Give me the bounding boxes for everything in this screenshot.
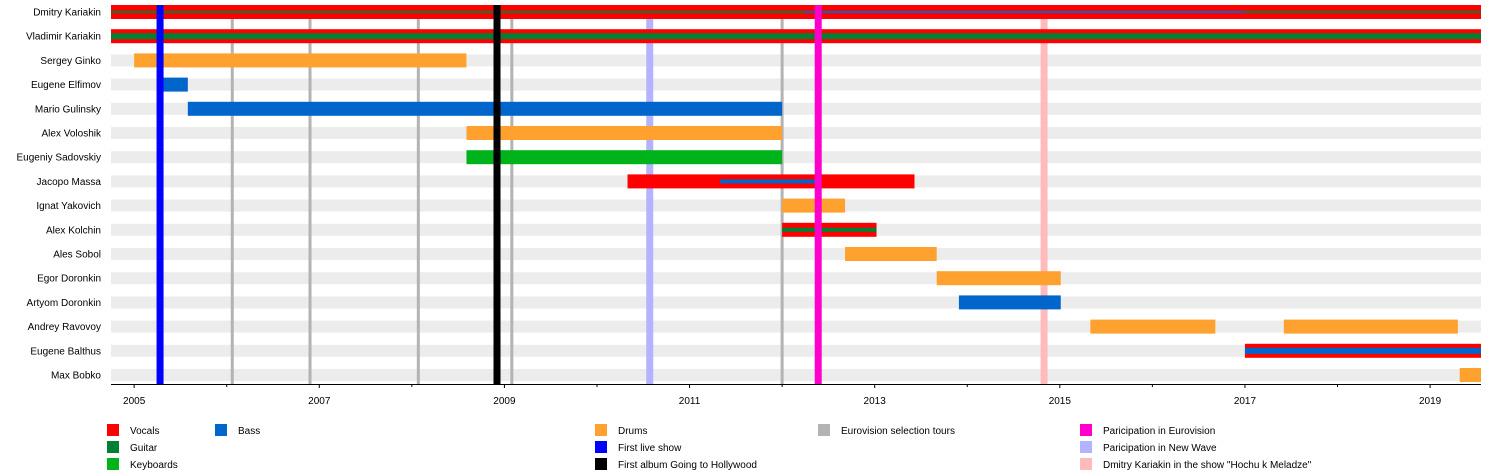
bar-drums bbox=[845, 247, 937, 261]
bar-bass bbox=[805, 11, 1245, 13]
bar-drums bbox=[1459, 368, 1481, 382]
legend-swatch bbox=[1080, 458, 1092, 470]
legend-swatch bbox=[107, 458, 119, 470]
bar-bass bbox=[720, 179, 816, 184]
legend-swatch bbox=[107, 441, 119, 453]
event-line bbox=[416, 5, 420, 384]
row-stripe bbox=[111, 296, 1481, 309]
x-tick-label: 2013 bbox=[864, 396, 887, 407]
x-tick-label: 2009 bbox=[493, 396, 516, 407]
bar-drums bbox=[134, 53, 467, 68]
bar-guitar bbox=[111, 11, 1481, 13]
row-stripe bbox=[111, 151, 1481, 164]
bar-guitar bbox=[111, 33, 1481, 40]
member-label: Egor Doronkin bbox=[37, 274, 101, 285]
event-line bbox=[780, 5, 784, 384]
bar-drums bbox=[1283, 319, 1458, 334]
legend-label: Bass bbox=[238, 426, 260, 437]
bar-bass bbox=[160, 77, 188, 92]
row-stripe bbox=[111, 320, 1481, 333]
row-stripe bbox=[111, 78, 1481, 91]
event-line bbox=[646, 5, 654, 384]
legend-swatch bbox=[595, 441, 607, 453]
legend-label: Drums bbox=[618, 426, 647, 437]
member-label: Eugene Elfimov bbox=[31, 80, 101, 91]
member-label: Jacopo Massa bbox=[37, 177, 102, 188]
legend-swatch bbox=[595, 458, 607, 470]
member-label: Alex Kolchin bbox=[46, 225, 101, 236]
legend-swatch bbox=[107, 424, 119, 436]
event-line bbox=[493, 5, 501, 384]
bar-drums bbox=[466, 126, 783, 140]
legend-swatch bbox=[595, 424, 607, 436]
legend-swatch bbox=[818, 424, 830, 436]
legend-label: Paricipation in Eurovision bbox=[1103, 426, 1215, 437]
legend-label: Keyboards bbox=[130, 460, 178, 470]
event-line bbox=[510, 5, 514, 384]
bar-bass bbox=[1244, 347, 1481, 354]
row-stripe bbox=[111, 248, 1481, 260]
member-label: Max Bobko bbox=[51, 371, 101, 382]
member-label: Ignat Yakovich bbox=[36, 201, 101, 212]
event-line bbox=[814, 5, 822, 384]
legend-label: First live show bbox=[618, 443, 682, 454]
event-line bbox=[156, 5, 164, 384]
member-label: Eugeniy Sadovskiy bbox=[17, 153, 102, 164]
member-label: Vladimir Kariakin bbox=[26, 32, 101, 43]
bar-keyboards bbox=[466, 150, 783, 165]
legend-label: Vocals bbox=[130, 426, 159, 437]
x-tick-label: 2005 bbox=[123, 396, 146, 407]
legend-label: Eurovision selection tours bbox=[841, 426, 955, 437]
row-stripe bbox=[111, 272, 1481, 285]
member-label: Ales Sobol bbox=[53, 250, 101, 261]
member-label: Alex Voloshik bbox=[42, 129, 102, 140]
member-label: Dmitry Kariakin bbox=[33, 8, 101, 19]
legend-label: Guitar bbox=[130, 443, 158, 454]
legend-label: Dmitry Kariakin in the show "Hochu k Mel… bbox=[1103, 460, 1312, 470]
legend-label: First album Going to Hollywood bbox=[618, 460, 757, 470]
event-line bbox=[230, 5, 234, 384]
bar-drums bbox=[782, 198, 846, 213]
row-stripe bbox=[111, 344, 1481, 357]
bar-drums bbox=[936, 271, 1061, 286]
x-tick-label: 2017 bbox=[1234, 396, 1257, 407]
bar-bass bbox=[958, 295, 1061, 310]
legend-swatch bbox=[1080, 424, 1092, 436]
member-label: Sergey Ginko bbox=[40, 56, 101, 67]
x-tick-label: 2015 bbox=[1049, 396, 1072, 407]
row-stripe bbox=[111, 127, 1481, 139]
event-line bbox=[308, 5, 312, 384]
event-line bbox=[1040, 5, 1048, 384]
member-label: Mario Gulinsky bbox=[35, 104, 101, 115]
x-tick-label: 2007 bbox=[308, 396, 331, 407]
bar-guitar bbox=[782, 227, 877, 232]
legend-swatch bbox=[215, 424, 227, 436]
bar-drums bbox=[1090, 319, 1216, 334]
x-tick-label: 2011 bbox=[679, 396, 701, 407]
legend-label: Paricipation in New Wave bbox=[1103, 443, 1217, 454]
bar-bass bbox=[187, 101, 783, 116]
member-label: Artyom Doronkin bbox=[27, 298, 101, 309]
member-label: Andrey Ravovoy bbox=[28, 322, 101, 333]
legend-swatch bbox=[1080, 441, 1092, 453]
member-label: Eugene Balthus bbox=[30, 346, 101, 357]
x-tick-label: 2019 bbox=[1419, 396, 1442, 407]
row-stripe bbox=[111, 369, 1481, 381]
